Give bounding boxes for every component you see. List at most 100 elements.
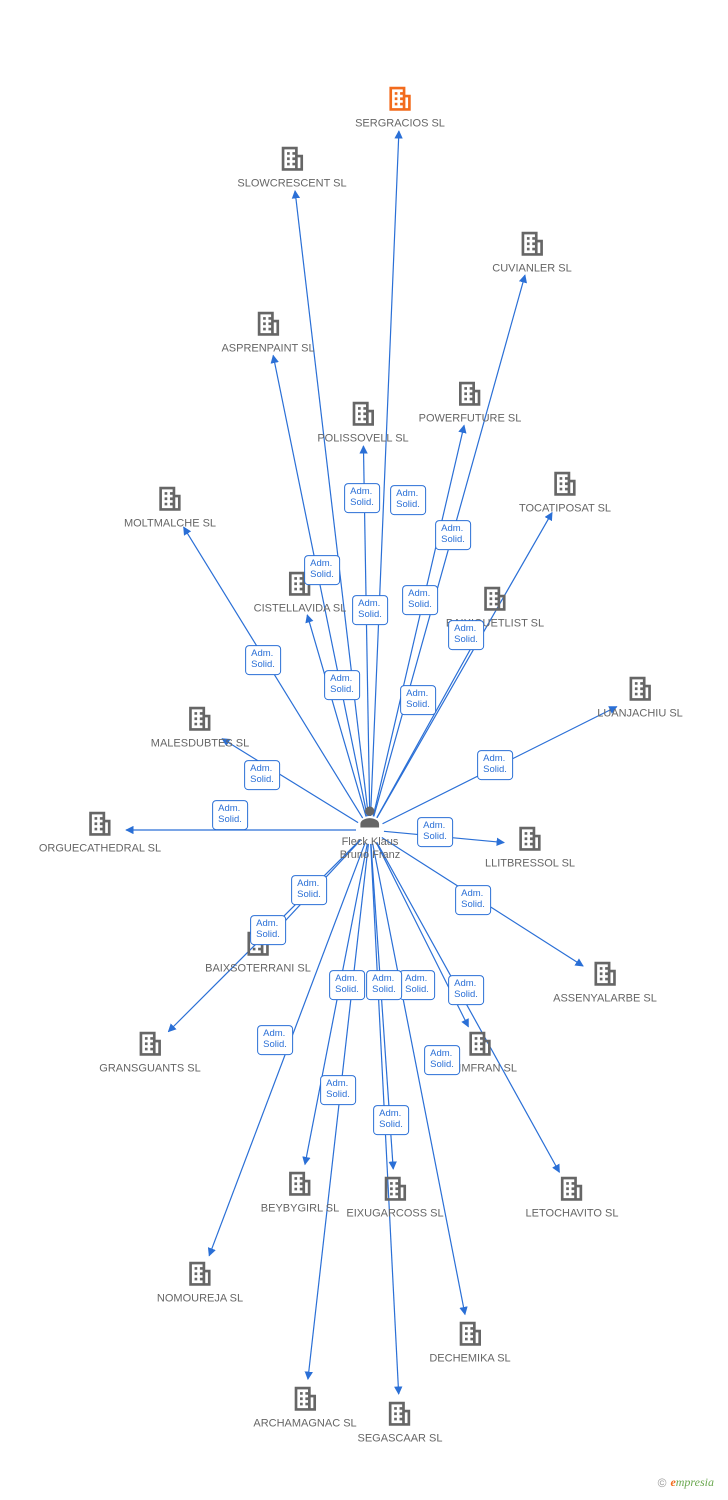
edge bbox=[371, 131, 399, 816]
building-icon bbox=[250, 304, 286, 340]
building-icon bbox=[82, 804, 118, 840]
edge-role-label: Adm. Solid. bbox=[324, 670, 360, 700]
edge-role-label: Adm. Solid. bbox=[417, 817, 453, 847]
building-icon bbox=[452, 374, 488, 410]
node-label: LUANJACHIU SL bbox=[597, 707, 683, 720]
building-icon bbox=[274, 139, 310, 175]
edge-role-label: Adm. Solid. bbox=[244, 760, 280, 790]
building-icon bbox=[182, 699, 218, 735]
edge-role-label: Adm. Solid. bbox=[352, 595, 388, 625]
node-label: POLISSOVELL SL bbox=[317, 432, 408, 445]
node-label: MALESDUBTES SL bbox=[151, 737, 249, 750]
edge-role-label: Adm. Solid. bbox=[344, 483, 380, 513]
edge-role-label: Adm. Solid. bbox=[399, 970, 435, 1000]
node-label: POWERFUTURE SL bbox=[419, 412, 522, 425]
edge-role-label: Adm. Solid. bbox=[245, 645, 281, 675]
node-label: ORGUECATHEDRAL SL bbox=[39, 842, 161, 855]
company-node[interactable]: LUANJACHIU SL bbox=[597, 669, 683, 720]
edge-role-label: Adm. Solid. bbox=[304, 555, 340, 585]
node-label: SLOWCRESCENT SL bbox=[237, 177, 346, 190]
company-node[interactable]: ASSENYALARBE SL bbox=[553, 954, 657, 1005]
company-node[interactable]: NOMOUREJA SL bbox=[157, 1254, 243, 1305]
node-label: GRANSGUANTS SL bbox=[99, 1062, 200, 1075]
node-label: CISTELLAVIDA SL bbox=[254, 602, 347, 615]
edge-role-label: Adm. Solid. bbox=[424, 1045, 460, 1075]
edge-role-label: Adm. Solid. bbox=[366, 970, 402, 1000]
node-label: Fleck Klaus Bruno Franz bbox=[340, 836, 401, 862]
node-label: LLITBRESSOL SL bbox=[485, 857, 575, 870]
company-node[interactable]: MALESDUBTES SL bbox=[151, 699, 249, 750]
edge-role-label: Adm. Solid. bbox=[435, 520, 471, 550]
company-node[interactable]: LETOCHAVITO SL bbox=[526, 1169, 619, 1220]
building-icon bbox=[587, 954, 623, 990]
company-node[interactable]: MOLTMALCHE SL bbox=[124, 479, 216, 530]
building-icon bbox=[462, 1024, 498, 1060]
building-icon bbox=[477, 579, 513, 615]
edge bbox=[307, 615, 366, 817]
edge-role-label: Adm. Solid. bbox=[250, 915, 286, 945]
company-node[interactable]: SEGASCAAR SL bbox=[358, 1394, 443, 1445]
building-icon bbox=[622, 669, 658, 705]
company-node[interactable]: ORGUECATHEDRAL SL bbox=[39, 804, 161, 855]
node-label: SEGASCAAR SL bbox=[358, 1432, 443, 1445]
node-label: NOMOUREJA SL bbox=[157, 1292, 243, 1305]
building-icon bbox=[382, 79, 418, 115]
building-icon bbox=[452, 1314, 488, 1350]
building-icon bbox=[132, 1024, 168, 1060]
footer: © empresia bbox=[658, 1475, 714, 1490]
node-label: SERGRACIOS SL bbox=[355, 117, 445, 130]
edge-role-label: Adm. Solid. bbox=[402, 585, 438, 615]
building-icon bbox=[282, 1164, 318, 1200]
edge-role-label: Adm. Solid. bbox=[400, 685, 436, 715]
company-node[interactable]: POWERFUTURE SL bbox=[419, 374, 522, 425]
center-person-node[interactable]: Fleck Klaus Bruno Franz bbox=[340, 798, 401, 862]
node-label: ARCHAMAGNAC SL bbox=[253, 1417, 356, 1430]
edge-role-label: Adm. Solid. bbox=[212, 800, 248, 830]
edge-role-label: Adm. Solid. bbox=[329, 970, 365, 1000]
building-icon bbox=[345, 394, 381, 430]
building-icon bbox=[547, 464, 583, 500]
node-label: CUVIANLER SL bbox=[492, 262, 571, 275]
company-node[interactable]: SERGRACIOS SL bbox=[355, 79, 445, 130]
network-canvas bbox=[0, 0, 728, 1500]
edge-role-label: Adm. Solid. bbox=[455, 885, 491, 915]
edge-role-label: Adm. Solid. bbox=[448, 975, 484, 1005]
copyright-symbol: © bbox=[658, 1476, 667, 1490]
building-icon bbox=[514, 224, 550, 260]
company-node[interactable]: POLISSOVELL SL bbox=[317, 394, 408, 445]
building-icon bbox=[554, 1169, 590, 1205]
edge bbox=[308, 844, 369, 1379]
edge-role-label: Adm. Solid. bbox=[257, 1025, 293, 1055]
building-icon bbox=[182, 1254, 218, 1290]
company-node[interactable]: SLOWCRESCENT SL bbox=[237, 139, 346, 190]
company-node[interactable]: EIXUGARCOSS SL bbox=[346, 1169, 443, 1220]
building-icon bbox=[512, 819, 548, 855]
company-node[interactable]: DECHEMIKA SL bbox=[429, 1314, 510, 1365]
edge-role-label: Adm. Solid. bbox=[320, 1075, 356, 1105]
node-label: BAIXSOTERRANI SL bbox=[205, 962, 311, 975]
company-node[interactable]: CUVIANLER SL bbox=[492, 224, 571, 275]
node-label: EIXUGARCOSS SL bbox=[346, 1207, 443, 1220]
node-label: ASSENYALARBE SL bbox=[553, 992, 657, 1005]
node-label: MOLTMALCHE SL bbox=[124, 517, 216, 530]
company-node[interactable]: ARCHAMAGNAC SL bbox=[253, 1379, 356, 1430]
edge-role-label: Adm. Solid. bbox=[390, 485, 426, 515]
company-node[interactable]: GRANSGUANTS SL bbox=[99, 1024, 200, 1075]
edge bbox=[377, 628, 483, 818]
node-label: DECHEMIKA SL bbox=[429, 1352, 510, 1365]
company-node[interactable]: BEYBYGIRL SL bbox=[261, 1164, 339, 1215]
company-node[interactable]: ASPRENPAINT SL bbox=[221, 304, 314, 355]
edge bbox=[377, 513, 552, 818]
building-icon bbox=[152, 479, 188, 515]
company-node[interactable]: TOCATIPOSAT SL bbox=[519, 464, 611, 515]
edge-role-label: Adm. Solid. bbox=[373, 1105, 409, 1135]
edge-role-label: Adm. Solid. bbox=[477, 750, 513, 780]
node-label: BEYBYGIRL SL bbox=[261, 1202, 339, 1215]
brand-logo: empresia bbox=[670, 1475, 714, 1490]
building-icon bbox=[377, 1169, 413, 1205]
edge-role-label: Adm. Solid. bbox=[448, 620, 484, 650]
node-label: ASPRENPAINT SL bbox=[221, 342, 314, 355]
building-icon bbox=[287, 1379, 323, 1415]
company-node[interactable]: LLITBRESSOL SL bbox=[485, 819, 575, 870]
node-label: LETOCHAVITO SL bbox=[526, 1207, 619, 1220]
